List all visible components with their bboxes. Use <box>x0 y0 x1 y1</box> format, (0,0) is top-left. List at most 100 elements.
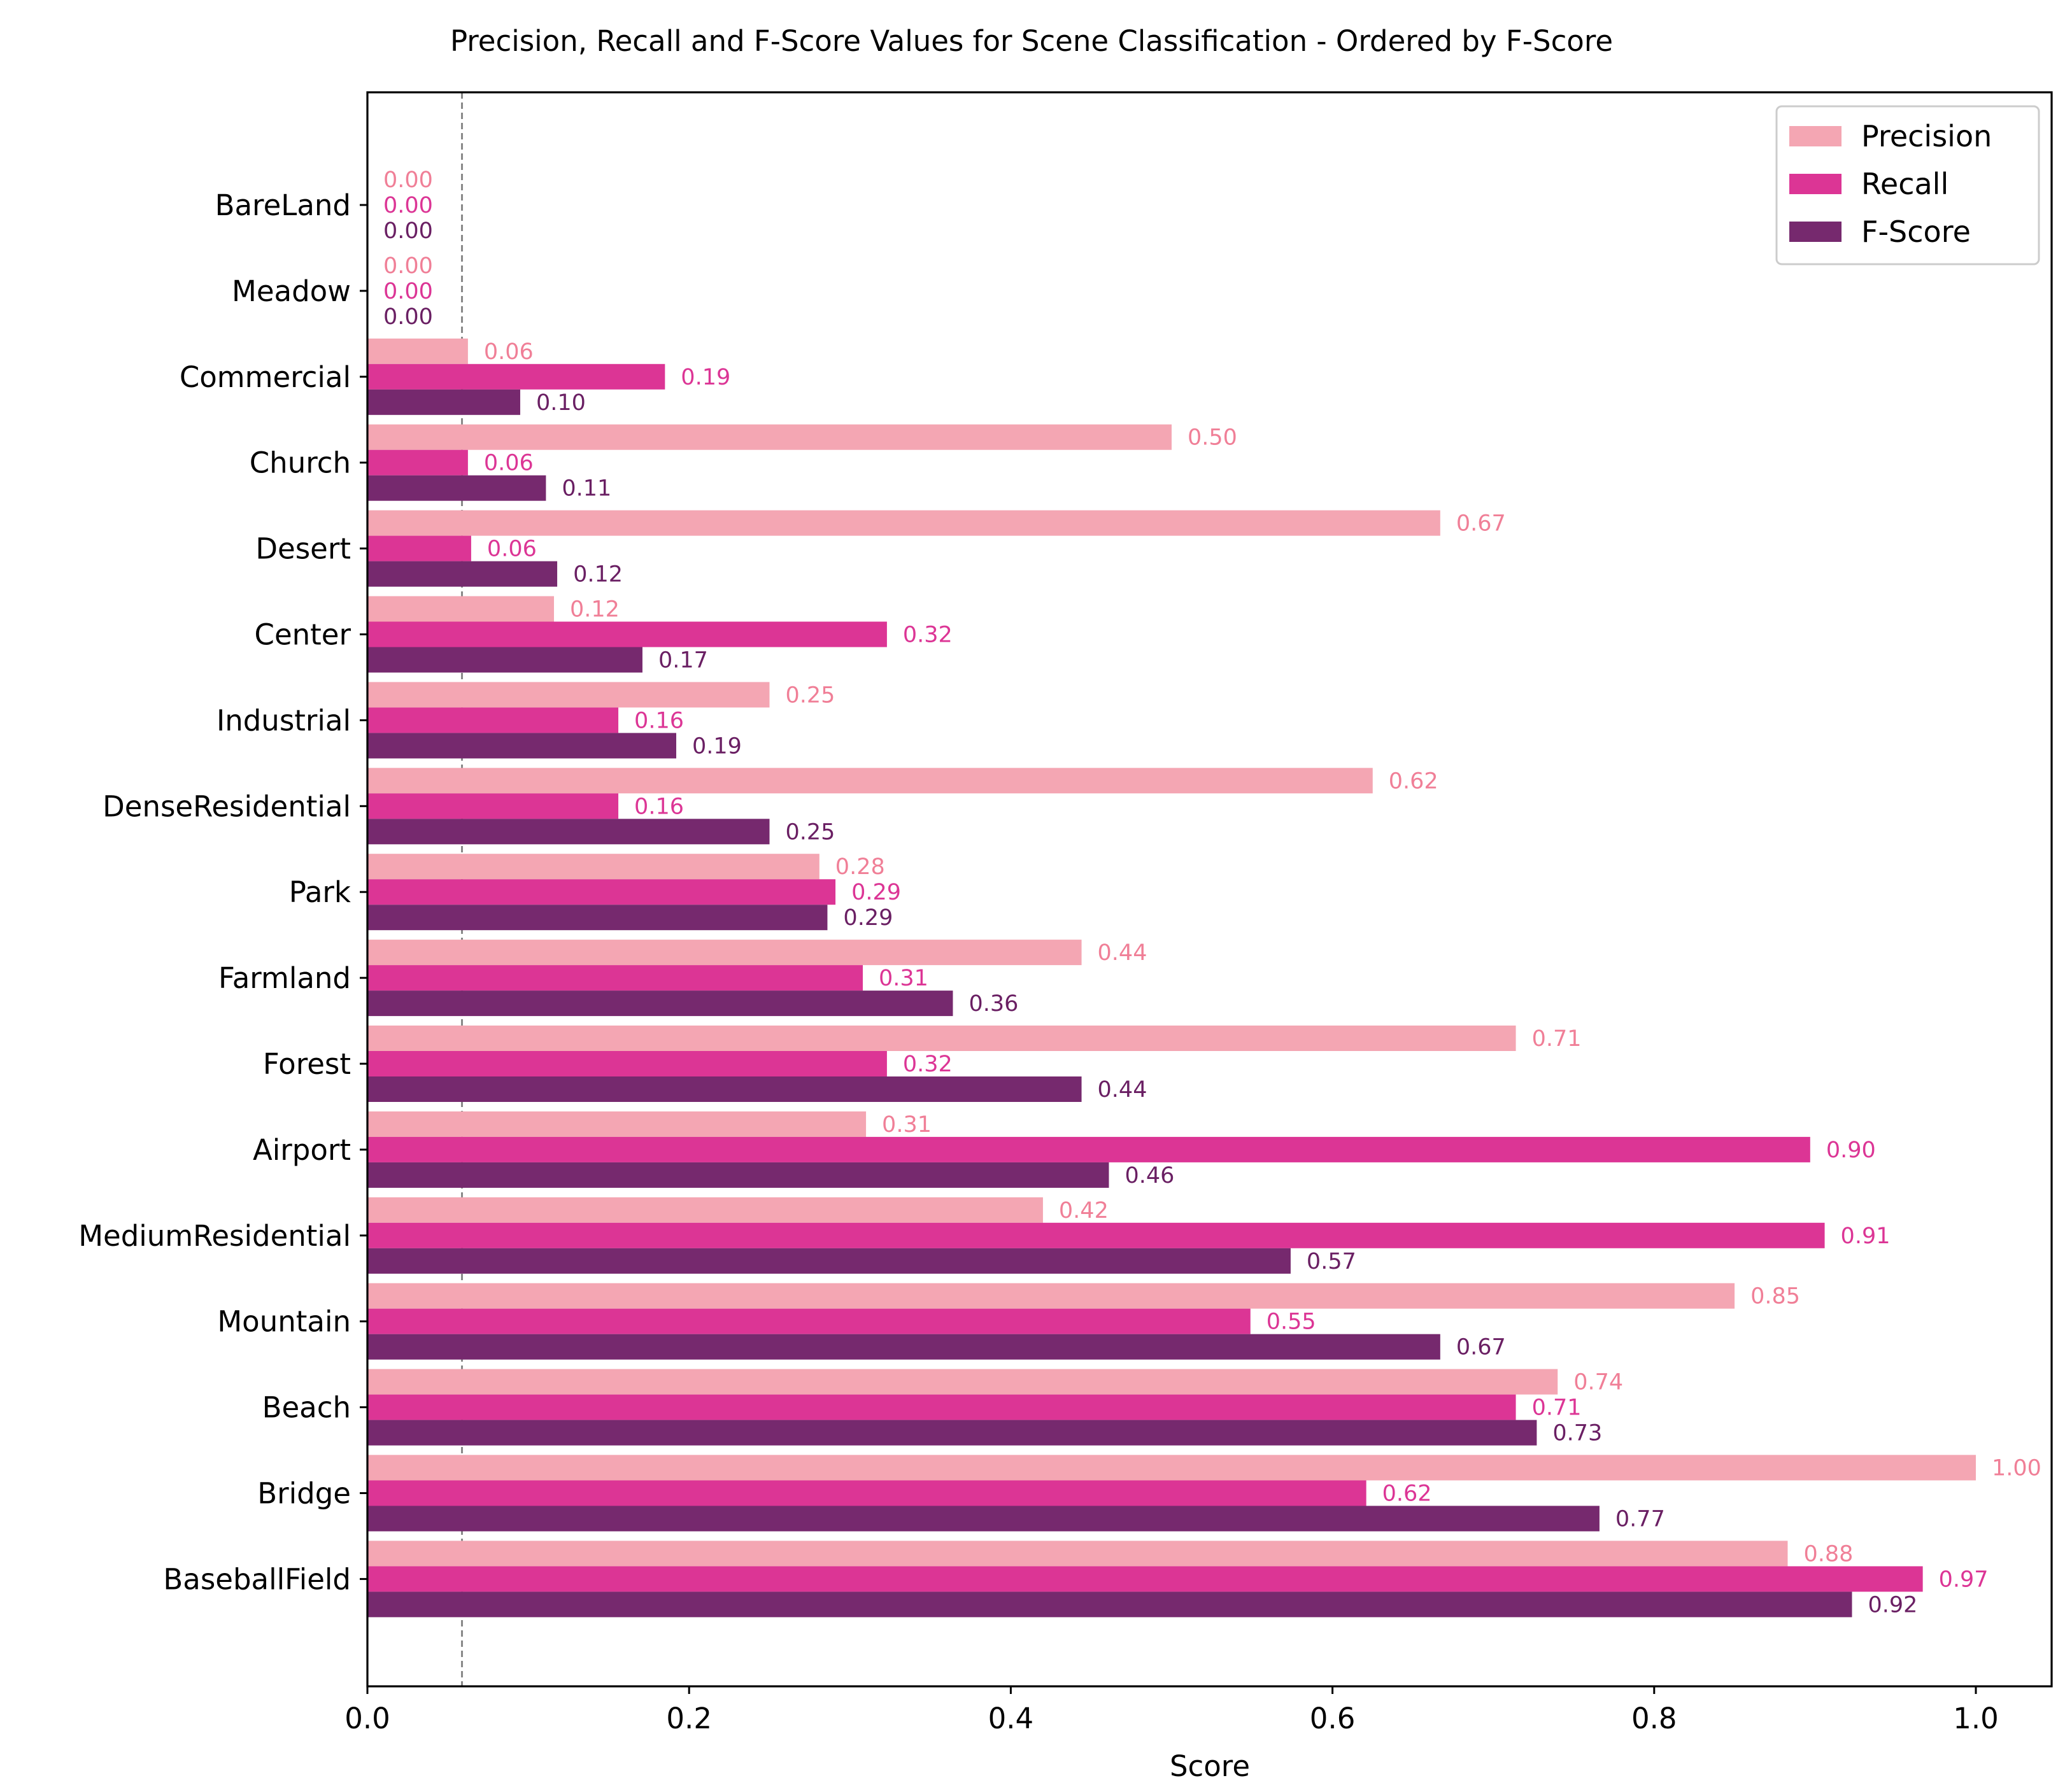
value-label-recall-beach: 0.71 <box>1532 1395 1582 1421</box>
bar-recall-mountain <box>367 1308 1251 1334</box>
legend-swatch-precision <box>1789 126 1841 146</box>
value-label-f-score-bareland: 0.00 <box>383 218 433 244</box>
chart-title: Precision, Recall and F-Score Values for… <box>450 24 1613 58</box>
bar-precision-denseresidential <box>367 768 1373 794</box>
value-label-recall-meadow: 0.00 <box>383 279 433 304</box>
legend-swatch-recall <box>1789 174 1841 194</box>
x-tick-label-4: 0.8 <box>1631 1702 1677 1735</box>
y-tick-label-baseballfield: BaseballField <box>163 1562 351 1596</box>
legend-swatch-f-score <box>1789 222 1841 242</box>
value-label-f-score-park: 0.29 <box>843 905 893 931</box>
bar-precision-desert <box>367 510 1440 536</box>
value-label-f-score-airport: 0.46 <box>1125 1163 1174 1189</box>
bar-f-score-park <box>367 905 828 931</box>
value-label-recall-denseresidential: 0.16 <box>634 794 684 819</box>
value-label-recall-forest: 0.32 <box>903 1052 953 1077</box>
bar-recall-farmland <box>367 965 863 991</box>
value-label-f-score-beach: 0.73 <box>1552 1421 1602 1446</box>
bar-precision-church <box>367 424 1172 450</box>
value-label-precision-industrial: 0.25 <box>786 682 835 708</box>
value-label-recall-park: 0.29 <box>851 880 901 905</box>
bar-precision-park <box>367 854 820 880</box>
value-label-precision-meadow: 0.00 <box>383 253 433 279</box>
bar-recall-beach <box>367 1394 1516 1420</box>
value-label-precision-mediumresidential: 0.42 <box>1059 1198 1109 1224</box>
bar-f-score-denseresidential <box>367 819 770 845</box>
x-axis-label: Score <box>1170 1749 1250 1783</box>
bar-f-score-farmland <box>367 991 953 1017</box>
y-tick-label-church: Church <box>250 446 351 480</box>
value-label-f-score-forest: 0.44 <box>1098 1077 1147 1103</box>
y-tick-label-forest: Forest <box>263 1047 351 1081</box>
bar-precision-bridge <box>367 1455 1976 1481</box>
y-tick-label-commercial: Commercial <box>180 360 351 394</box>
bar-f-score-desert <box>367 561 558 587</box>
y-tick-label-airport: Airport <box>253 1133 351 1167</box>
value-label-recall-church: 0.06 <box>484 451 534 476</box>
value-label-f-score-church: 0.11 <box>562 476 611 502</box>
plot-frame <box>366 91 2053 1688</box>
value-label-precision-center: 0.12 <box>570 597 620 623</box>
bar-f-score-forest <box>367 1076 1082 1102</box>
value-label-precision-forest: 0.71 <box>1532 1026 1582 1052</box>
y-tick-label-denseresidential: DenseResidential <box>103 789 351 823</box>
bar-recall-church <box>367 449 468 476</box>
bar-precision-mountain <box>367 1283 1735 1309</box>
value-label-precision-park: 0.28 <box>835 854 885 880</box>
bar-f-score-center <box>367 647 642 673</box>
value-label-precision-desert: 0.67 <box>1456 511 1506 537</box>
bar-recall-denseresidential <box>367 793 619 819</box>
value-label-recall-mountain: 0.55 <box>1267 1309 1316 1335</box>
value-label-recall-farmland: 0.31 <box>879 966 928 991</box>
bar-recall-forest <box>367 1051 887 1076</box>
y-tick-label-mediumresidential: MediumResidential <box>78 1219 351 1253</box>
bar-precision-forest <box>367 1026 1516 1051</box>
bar-f-score-mountain <box>367 1334 1440 1360</box>
value-label-recall-commercial: 0.19 <box>681 365 730 390</box>
bar-recall-park <box>367 879 836 905</box>
y-tick-label-park: Park <box>289 875 351 909</box>
legend-label-recall: Recall <box>1861 167 1948 201</box>
y-tick-label-meadow: Meadow <box>232 274 351 308</box>
bar-recall-desert <box>367 535 471 561</box>
bar-recall-airport <box>367 1136 1810 1162</box>
y-tick-label-bridge: Bridge <box>257 1477 351 1511</box>
value-label-f-score-mountain: 0.67 <box>1456 1335 1506 1360</box>
bar-f-score-mediumresidential <box>367 1248 1291 1274</box>
value-label-recall-industrial: 0.16 <box>634 708 684 733</box>
bar-f-score-industrial <box>367 733 676 759</box>
value-label-recall-mediumresidential: 0.91 <box>1841 1224 1891 1249</box>
value-label-precision-denseresidential: 0.62 <box>1389 768 1438 794</box>
bar-precision-industrial <box>367 682 770 708</box>
bar-precision-farmland <box>367 940 1082 966</box>
bar-f-score-church <box>367 475 546 501</box>
value-label-precision-airport: 0.31 <box>882 1112 932 1138</box>
value-label-precision-farmland: 0.44 <box>1098 940 1147 966</box>
value-label-precision-baseballfield: 0.88 <box>1803 1541 1853 1567</box>
bar-recall-baseballfield <box>367 1566 1923 1592</box>
value-label-precision-bridge: 1.00 <box>1992 1456 2041 1481</box>
bar-recall-center <box>367 621 887 647</box>
x-tick-label-2: 0.4 <box>988 1702 1034 1735</box>
bar-recall-commercial <box>367 363 665 390</box>
value-label-recall-bareland: 0.00 <box>383 193 433 218</box>
x-tick-label-1: 0.2 <box>666 1702 712 1735</box>
value-label-recall-airport: 0.90 <box>1826 1138 1876 1163</box>
y-tick-label-center: Center <box>255 618 351 652</box>
value-label-f-score-commercial: 0.10 <box>536 390 586 416</box>
value-label-precision-mountain: 0.85 <box>1750 1284 1800 1309</box>
y-tick-label-desert: Desert <box>255 532 351 566</box>
y-tick-label-beach: Beach <box>262 1391 351 1425</box>
value-label-precision-beach: 0.74 <box>1573 1370 1623 1395</box>
bar-f-score-beach <box>367 1420 1537 1446</box>
bar-precision-commercial <box>367 338 468 364</box>
bar-precision-airport <box>367 1111 867 1137</box>
value-label-f-score-center: 0.17 <box>658 648 708 674</box>
x-tick-label-5: 1.0 <box>1953 1702 1999 1735</box>
value-label-f-score-industrial: 0.19 <box>692 733 742 759</box>
bar-recall-industrial <box>367 707 619 733</box>
legend-frame <box>1775 105 2040 265</box>
value-label-recall-bridge: 0.62 <box>1382 1481 1432 1507</box>
value-label-f-score-baseballfield: 0.92 <box>1868 1592 1917 1618</box>
